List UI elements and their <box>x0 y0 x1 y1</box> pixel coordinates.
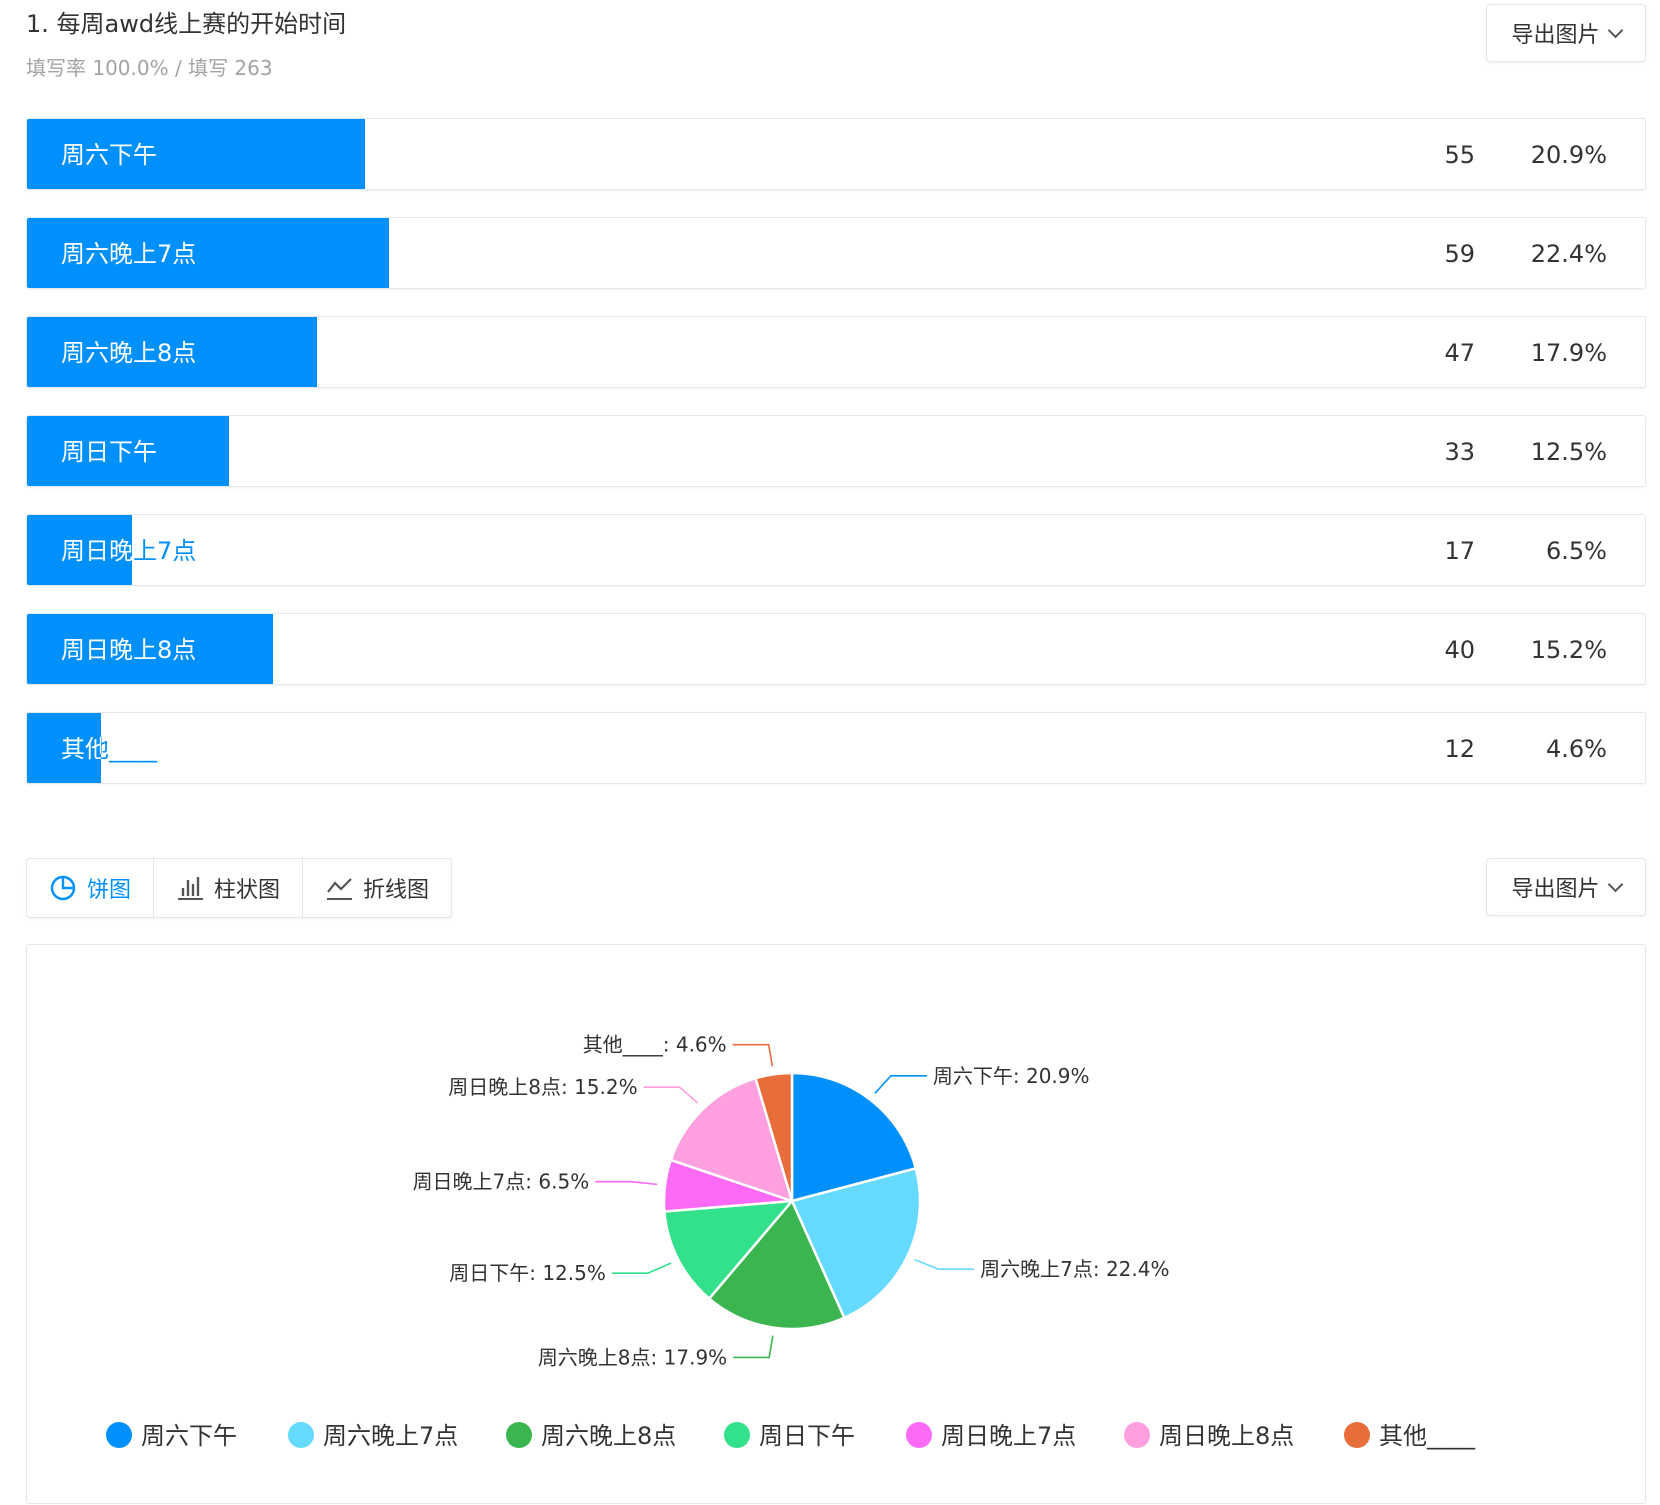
result-label-overlay: 周日下午 <box>61 438 157 466</box>
result-label: 周六晚上7点 <box>61 240 197 268</box>
tab-pie-chart[interactable]: 饼图 <box>27 859 155 917</box>
result-count: 17 <box>1444 537 1475 565</box>
chart-type-tabs: 饼图 柱状图 折线图 <box>26 858 453 918</box>
result-row: 周六晚上8点 47 17.9% 周六晚上8点 <box>26 316 1646 388</box>
result-row: 其他____ 12 4.6% 其他____ <box>26 712 1646 784</box>
result-row: 周日下午 33 12.5% 周日下午 <box>26 415 1646 487</box>
result-count: 12 <box>1444 735 1475 763</box>
legend-swatch[interactable] <box>906 1422 932 1448</box>
bar-chart-icon <box>178 877 204 900</box>
result-row: 周日晚上8点 40 15.2% 周日晚上8点 <box>26 613 1646 685</box>
pie-slice-label: 周日晚上7点: 6.5% <box>413 1170 590 1194</box>
chevron-down-icon <box>1607 876 1623 892</box>
pie-slice[interactable] <box>790 1166 922 1320</box>
pie-slice[interactable] <box>790 1071 918 1203</box>
chart-export-image-button[interactable]: 导出图片 <box>1486 858 1646 916</box>
tab-pie-chart-label: 饼图 <box>87 878 132 903</box>
result-label: 周日晚上7点 <box>61 537 197 565</box>
result-label: 其他____ <box>61 735 157 763</box>
pie-leader-line <box>595 1180 658 1186</box>
result-label-overlay: 周六下午 <box>61 141 157 169</box>
result-label: 周日晚上8点 <box>61 636 197 664</box>
legend-label[interactable]: 周日下午 <box>759 1422 855 1450</box>
result-label: 周六晚上8点 <box>61 339 197 367</box>
result-label-overlay: 周日晚上7点 <box>61 537 133 565</box>
result-row: 周六晚上7点 59 22.4% 周六晚上7点 <box>26 217 1646 289</box>
result-percent: 22.4% <box>1530 240 1607 268</box>
legend-swatch[interactable] <box>106 1422 132 1448</box>
result-label-overlay: 其他____ <box>61 735 101 763</box>
legend-label[interactable]: 其他____ <box>1379 1422 1476 1450</box>
export-image-label: 导出图片 <box>1511 23 1600 48</box>
pie-slice[interactable] <box>663 1199 795 1301</box>
legend-label[interactable]: 周日晚上8点 <box>1159 1422 1294 1450</box>
pie-slice-label: 周六晚上8点: 17.9% <box>538 1345 727 1369</box>
pie-slice[interactable] <box>707 1198 846 1331</box>
chevron-down-icon <box>1607 22 1623 38</box>
legend-swatch[interactable] <box>1344 1422 1370 1448</box>
result-count: 59 <box>1444 240 1475 268</box>
pie-slice-label: 周六下午: 20.9% <box>933 1064 1090 1088</box>
legend-label[interactable]: 周六晚上8点 <box>541 1422 676 1450</box>
result-bar-fill <box>27 515 133 585</box>
result-label: 周日下午 <box>61 438 157 466</box>
result-count: 47 <box>1444 339 1475 367</box>
result-percent: 17.9% <box>1530 339 1607 367</box>
result-percent: 12.5% <box>1530 438 1607 466</box>
result-row: 周六下午 55 20.9% 周六下午 <box>26 118 1646 190</box>
legend-swatch[interactable] <box>506 1422 532 1448</box>
pie-leader-line <box>611 1262 672 1274</box>
legend-swatch[interactable] <box>724 1422 750 1448</box>
legend-label[interactable]: 周六下午 <box>141 1422 237 1450</box>
result-bar-fill <box>27 713 102 783</box>
pie-chart-icon <box>50 875 76 901</box>
result-label-overlay: 周六晚上7点 <box>61 240 197 268</box>
result-count: 40 <box>1444 636 1475 664</box>
pie-slice-label: 周六晚上7点: 22.4% <box>980 1257 1169 1281</box>
legend-label[interactable]: 周六晚上7点 <box>323 1422 458 1450</box>
result-percent: 4.6% <box>1546 735 1607 763</box>
result-bar-fill <box>27 416 230 486</box>
result-bar-fill <box>27 119 366 189</box>
result-count: 33 <box>1444 438 1475 466</box>
tab-bar-chart[interactable]: 柱状图 <box>154 859 304 917</box>
result-row: 周日晚上7点 17 6.5% 周日晚上7点 <box>26 514 1646 586</box>
chart-export-image-label: 导出图片 <box>1511 877 1600 902</box>
result-bar-fill <box>27 218 390 288</box>
result-percent: 15.2% <box>1530 636 1607 664</box>
result-label-overlay: 周六晚上8点 <box>61 339 197 367</box>
pie-leader-line <box>732 1043 774 1067</box>
result-bar-fill <box>27 614 273 684</box>
export-image-button[interactable]: 导出图片 <box>1486 4 1646 62</box>
pie-leader-line <box>874 1075 927 1094</box>
line-chart-icon <box>327 878 353 900</box>
pie-slice[interactable] <box>753 1071 794 1202</box>
chart-panel: 周六下午: 20.9% 周六晚上7点: 22.4% 周六晚上8点: 17.9% 周日下… <box>26 944 1646 1504</box>
results-list: 周六下午 55 20.9% 周六下午 周六晚上7点 59 22.4% 周六晚上7… <box>26 118 1646 811</box>
pie-leader-line <box>643 1086 699 1104</box>
result-percent: 6.5% <box>1546 537 1607 565</box>
pie-slice[interactable] <box>669 1076 794 1203</box>
question-title: 1. 每周awd线上赛的开始时间 <box>26 10 347 38</box>
tab-line-chart-label: 折线图 <box>363 878 430 903</box>
pie-chart: 周六下午: 20.9% 周六晚上7点: 22.4% 周六晚上8点: 17.9% 周日下… <box>106 1033 1476 1450</box>
result-bar-fill <box>27 317 317 387</box>
legend-swatch[interactable] <box>1124 1422 1150 1448</box>
fill-stats: 填写率 100.0% / 填写 263 <box>26 56 273 80</box>
pie-leader-line <box>733 1335 774 1359</box>
pie-leader-line <box>914 1258 975 1270</box>
result-label: 周六下午 <box>61 141 157 169</box>
pie-slice-label: 其他____: 4.6% <box>583 1033 727 1057</box>
result-count: 55 <box>1444 141 1475 169</box>
tab-bar-chart-label: 柱状图 <box>214 878 281 903</box>
tab-line-chart[interactable]: 折线图 <box>303 859 451 917</box>
legend-label[interactable]: 周日晚上7点 <box>941 1422 1076 1450</box>
legend-swatch[interactable] <box>288 1422 314 1448</box>
result-percent: 20.9% <box>1530 141 1607 169</box>
pie-slice-label: 周日晚上8点: 15.2% <box>448 1075 637 1099</box>
result-label-overlay: 周日晚上8点 <box>61 636 197 664</box>
pie-slice-label: 周日下午: 12.5% <box>449 1261 606 1285</box>
